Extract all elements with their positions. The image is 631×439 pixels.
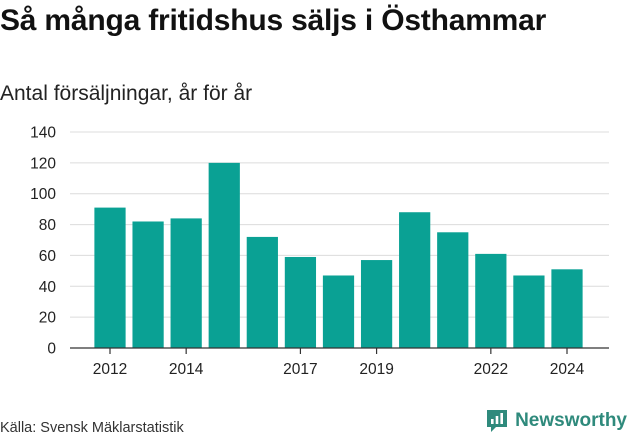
y-tick-label: 20 [39, 310, 57, 327]
bar-2017 [284, 256, 317, 348]
y-tick-label: 80 [39, 217, 57, 234]
bar-2018 [322, 275, 355, 348]
bar-2020 [399, 212, 431, 348]
bar-2015 [208, 162, 240, 348]
x-tick-label: 2012 [93, 361, 127, 378]
y-tick-label: 0 [47, 341, 56, 358]
bar-2024 [551, 269, 583, 348]
bars [94, 162, 583, 348]
x-tick-label: 2019 [359, 361, 393, 378]
x-tick-label: 2017 [283, 361, 317, 378]
bar-2023 [513, 275, 545, 348]
bar-2014 [170, 218, 202, 348]
bar-2019 [360, 260, 393, 348]
y-tick-label: 60 [39, 248, 57, 265]
y-tick-label: 120 [30, 155, 56, 172]
brand-name: Newsworthy [515, 410, 627, 431]
bar-2016 [246, 236, 278, 348]
brand: Newsworthy [485, 408, 627, 434]
x-tick-label: 2014 [169, 361, 204, 378]
newsworthy-logo-icon [487, 410, 508, 432]
bar-2021 [437, 232, 469, 348]
bar-2013 [132, 221, 164, 348]
bar-2012 [94, 207, 126, 348]
x-axis: 2012 2014 2017 2019 2022 2024 [70, 347, 609, 378]
y-tick-label: 140 [30, 125, 56, 142]
y-tick-label: 40 [39, 279, 57, 296]
y-tick-label: 100 [30, 186, 56, 203]
x-tick-label: 2022 [474, 361, 508, 378]
x-tick-label: 2024 [550, 361, 585, 378]
chart-title: Så många fritidshus säljs i Östhammar [0, 4, 547, 37]
source-note: Källa: Svensk Mäklarstatistik [0, 420, 184, 436]
bar-2022 [475, 253, 507, 348]
chart-subtitle: Antal försäljningar, år för år [0, 82, 253, 105]
y-axis-ticks: 0 20 40 60 80 100 120 140 [30, 125, 56, 358]
